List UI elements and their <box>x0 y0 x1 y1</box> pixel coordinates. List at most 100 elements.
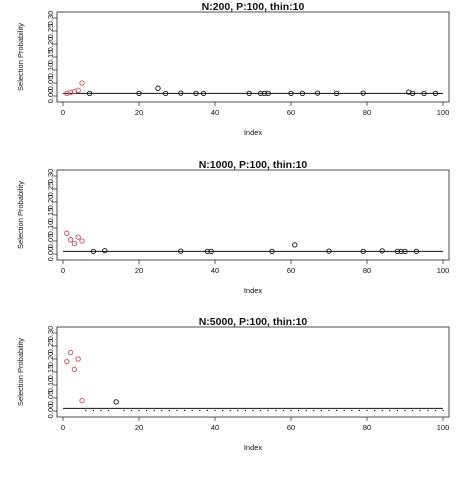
data-point <box>398 248 404 255</box>
data-point <box>360 248 366 255</box>
data-point <box>292 242 298 248</box>
data-point-dot <box>305 409 307 412</box>
data-point <box>178 248 184 254</box>
data-point-dot <box>282 409 284 412</box>
data-point-dot <box>130 409 132 412</box>
x-axis-label: Index <box>244 443 263 452</box>
data-point-dot <box>229 409 231 412</box>
chart-title: N:1000, P:100, thin:10 <box>199 159 308 171</box>
data-point <box>178 90 184 96</box>
y-tick-label: 0.15 <box>46 208 55 223</box>
data-point-dot <box>138 409 140 412</box>
data-point-signal <box>64 90 70 97</box>
data-point <box>413 248 420 255</box>
y-tick-label: 0.25 <box>46 24 55 39</box>
data-point <box>257 90 264 97</box>
data-point-dot <box>389 409 391 412</box>
data-point-dot <box>267 409 269 412</box>
data-point <box>200 90 207 97</box>
data-point-dot <box>404 409 406 412</box>
data-point-dot <box>419 409 421 412</box>
chart-panel-1: N:200, P:100, thin:100.000.050.100.150.2… <box>16 1 450 137</box>
data-point <box>333 90 340 97</box>
x-tick-label: 100 <box>437 423 450 432</box>
data-point-dot <box>237 409 239 412</box>
data-point-dot <box>252 409 254 412</box>
x-tick-label: 100 <box>437 266 450 275</box>
plot-frame <box>56 169 450 261</box>
y-tick-label: 0.10 <box>46 378 55 393</box>
data-point-signal <box>71 240 78 247</box>
data-point-dot <box>199 409 201 412</box>
data-point-signal <box>67 237 74 243</box>
data-point-dot <box>275 409 277 412</box>
x-tick-label: 20 <box>135 108 143 117</box>
x-tick-label: 0 <box>61 423 65 432</box>
x-tick-label: 20 <box>135 423 143 432</box>
y-tick-label: 0.10 <box>46 63 55 78</box>
y-tick-label: 0.05 <box>46 76 55 91</box>
data-point-dot <box>290 409 292 412</box>
y-tick-label: 0.15 <box>46 50 55 65</box>
data-point-dot <box>153 409 155 412</box>
chart-panel-2: N:1000, P:100, thin:100.000.050.100.150.… <box>16 159 450 295</box>
data-point <box>136 90 142 97</box>
data-point-signal <box>79 80 85 86</box>
data-point-dot <box>108 409 110 412</box>
data-point <box>402 248 408 255</box>
data-point-dot <box>351 409 353 412</box>
x-tick-label: 60 <box>287 423 295 432</box>
data-point-dot <box>396 409 398 412</box>
data-point-dot <box>374 409 376 412</box>
data-point-dot <box>92 409 94 412</box>
x-tick-label: 0 <box>61 108 65 117</box>
data-point <box>421 90 427 97</box>
chart-title: N:200, P:100, thin:10 <box>202 1 305 13</box>
data-point-dot <box>366 409 368 412</box>
data-point-signal <box>75 356 81 362</box>
data-point-signal <box>67 349 74 356</box>
data-point <box>86 90 93 97</box>
data-point-signal <box>79 397 85 404</box>
data-point-signal <box>71 366 78 373</box>
data-point-dot <box>176 409 178 412</box>
data-point <box>90 248 97 255</box>
y-axis-label: Selection Probability <box>16 181 25 249</box>
data-point-dot <box>161 409 163 412</box>
data-point-dot <box>191 409 193 412</box>
data-point-dot <box>381 409 383 412</box>
data-point-signal <box>64 230 70 236</box>
data-point-dot <box>358 409 360 412</box>
x-tick-label: 40 <box>211 266 219 275</box>
x-tick-label: 100 <box>437 108 450 117</box>
data-point <box>193 90 199 97</box>
y-tick-label: 0.25 <box>46 339 55 354</box>
y-tick-label: 0.00 <box>46 404 55 419</box>
data-point <box>288 90 294 97</box>
y-tick-label: 0.30 <box>46 326 55 341</box>
data-point-dot <box>313 409 315 412</box>
y-tick-label: 0.15 <box>46 365 55 380</box>
data-point <box>265 90 271 97</box>
y-tick-label: 0.20 <box>46 352 55 367</box>
data-point <box>204 248 211 255</box>
y-tick-label: 0.30 <box>46 11 55 26</box>
data-point-dot <box>343 409 345 412</box>
data-point <box>432 90 439 97</box>
data-point <box>409 90 416 97</box>
data-point <box>246 90 252 97</box>
y-axis-label: Selection Probability <box>16 338 25 406</box>
data-point-dot <box>434 409 436 412</box>
chart-title: N:5000, P:100, thin:10 <box>199 316 308 328</box>
y-tick-label: 0.05 <box>46 234 55 249</box>
y-tick-label: 0.20 <box>46 37 55 52</box>
plot-frame <box>56 11 450 103</box>
y-tick-label: 0.05 <box>46 391 55 406</box>
data-point-dot <box>328 409 330 412</box>
data-point-dot <box>320 409 322 412</box>
x-axis-label: Index <box>244 286 263 295</box>
data-point <box>261 90 268 97</box>
data-point <box>314 90 321 96</box>
x-axis-label: Index <box>244 128 263 137</box>
